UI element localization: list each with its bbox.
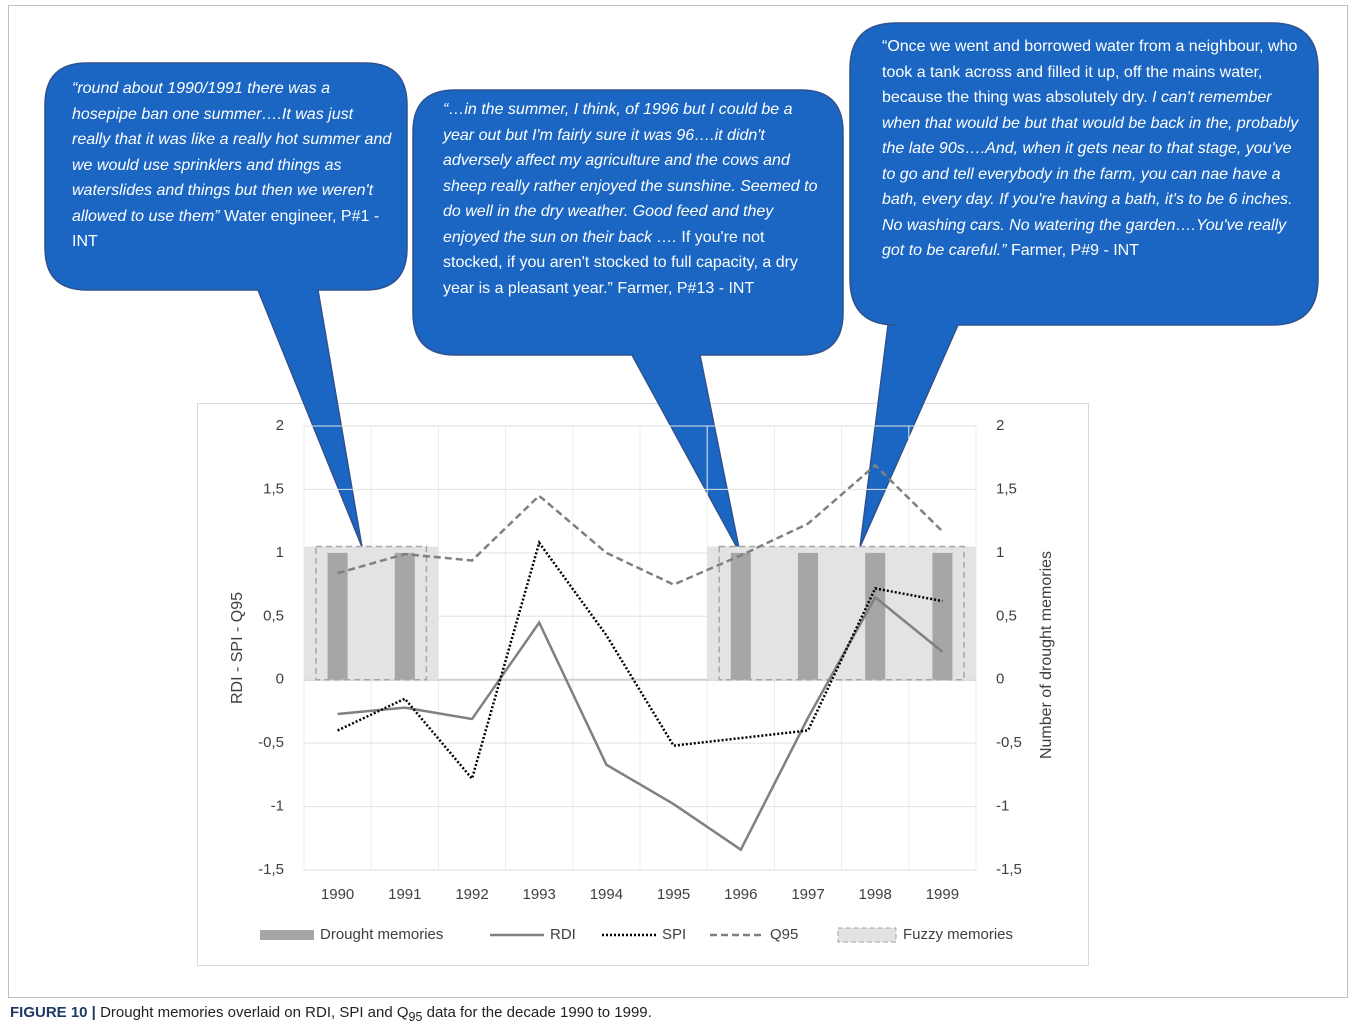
x-tick-label: 1996 — [724, 886, 757, 903]
y-tick-label: 1,5 — [263, 480, 284, 497]
y2-tick-label: 1,5 — [996, 480, 1017, 497]
y-axis-title: RDI - SPI - Q95 — [229, 592, 246, 704]
speech-bubble — [412, 89, 844, 554]
caption-subscript: 95 — [408, 1010, 423, 1024]
bar — [865, 552, 886, 680]
bubble-text: “round about 1990/1991 there was a hosep… — [72, 76, 394, 255]
bar — [798, 552, 818, 680]
y-tick-label: 1 — [276, 544, 284, 561]
legend-item: Drought memories — [260, 926, 443, 943]
y2-tick-label: -0,5 — [996, 734, 1022, 751]
x-tick-label: 1993 — [523, 886, 556, 903]
bar — [932, 552, 953, 680]
line — [337, 539, 943, 782]
bubble-segment: “round about 1990/1991 there was a hosep… — [72, 80, 392, 225]
legend-label: Fuzzy memories — [903, 926, 1013, 943]
y2-tick-label: -1 — [996, 798, 1009, 815]
legend-swatch — [837, 927, 897, 943]
legend-item: RDI — [490, 926, 576, 943]
legend-label: SPI — [662, 926, 686, 943]
y2-tick-label: 1 — [996, 544, 1004, 561]
x-tick-label: 1992 — [455, 886, 488, 903]
bubble-segment: Water engineer, P#1 - INT — [72, 207, 380, 251]
legend-label: Q95 — [770, 926, 798, 943]
x-tick-label: 1995 — [657, 886, 690, 903]
y-tick-label: -0,5 — [258, 734, 284, 751]
legend-swatch — [260, 930, 314, 940]
bubble-text: “…in the summer, I think, of 1996 but I … — [443, 97, 821, 301]
line — [337, 463, 944, 586]
bar — [327, 552, 348, 680]
legend-item: Fuzzy memories — [837, 926, 1013, 943]
chart-frame — [197, 403, 1089, 966]
y-tick-label: -1 — [271, 798, 284, 815]
legend-item: SPI — [602, 926, 686, 943]
caption-label: FIGURE 10 | — [10, 1004, 96, 1021]
figure-border — [8, 5, 1348, 998]
y-tick-label: 0 — [276, 671, 284, 688]
y2-tick-label: -1,5 — [996, 861, 1022, 878]
x-tick-label: 1997 — [791, 886, 824, 903]
bubble-segment: “…in the summer, I think, of 1996 but I … — [443, 101, 818, 246]
legend-item: Q95 — [710, 926, 798, 943]
y2-axis-title: Number of drought memories — [1038, 551, 1055, 759]
x-tick-label: 1991 — [388, 886, 421, 903]
caption-text: Drought memories overlaid on RDI, SPI an… — [100, 1004, 409, 1021]
bubble-text: “Once we went and borrowed water from a … — [882, 34, 1302, 264]
y2-tick-label: 0,5 — [996, 607, 1017, 624]
bubble-segment: If you're not stocked, if you aren't sto… — [443, 228, 798, 297]
line — [337, 595, 944, 852]
legend-label: RDI — [550, 926, 576, 943]
legend-label: Drought memories — [320, 926, 443, 943]
caption: FIGURE 10 | Drought memories overlaid on… — [10, 1004, 652, 1024]
fuzzy-outline — [718, 545, 965, 681]
bubble-segment: I can't remember when that would be but … — [882, 89, 1299, 259]
y-tick-label: -1,5 — [258, 861, 284, 878]
x-tick-label: 1994 — [590, 886, 623, 903]
y-tick-label: 2 — [276, 417, 284, 434]
x-tick-label: 1990 — [321, 886, 354, 903]
caption-text: data for the decade 1990 to 1999. — [426, 1004, 652, 1021]
bar — [730, 552, 751, 680]
y2-tick-label: 2 — [996, 417, 1004, 434]
y2-tick-label: 0 — [996, 671, 1004, 688]
x-tick-label: 1998 — [859, 886, 892, 903]
fuzzy-outline — [315, 545, 428, 681]
y-tick-label: 0,5 — [263, 607, 284, 624]
bubble-segment: “Once we went and borrowed water from a … — [882, 38, 1298, 106]
bubble-segment: Farmer, P#9 - INT — [1010, 242, 1139, 259]
bar — [394, 552, 415, 680]
x-tick-label: 1999 — [926, 886, 959, 903]
